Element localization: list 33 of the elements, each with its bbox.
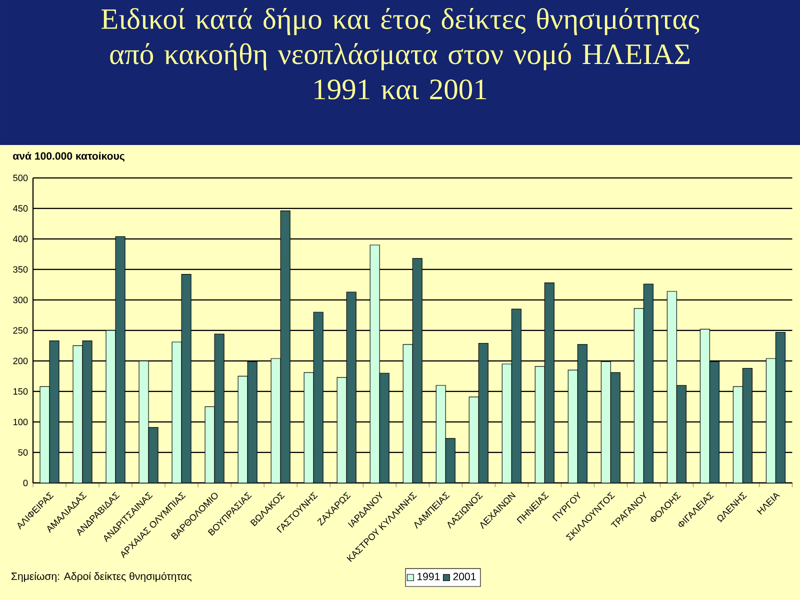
y-tick-label: 400 xyxy=(13,236,28,242)
bar xyxy=(412,258,422,483)
bar xyxy=(676,385,686,483)
bar xyxy=(544,282,554,483)
y-tick-label: 150 xyxy=(14,388,28,395)
y-tick-label: 350 xyxy=(13,266,28,273)
chart-subtitle: 1991 και 2001 xyxy=(314,79,486,100)
y-tick-label: 200 xyxy=(13,358,28,364)
bar xyxy=(346,292,356,483)
bar xyxy=(445,438,456,483)
legend-label: 2001 xyxy=(453,572,476,580)
bar xyxy=(313,312,324,483)
y-tick-label: 50 xyxy=(18,449,28,456)
chart-title: Ειδικοί κατά δήμο και έτος δείκτες θνησιμότητας από κακοήθη νεοπλάσματα στον νομό ΗΛΕΙΑΣ xyxy=(101,8,700,70)
bar xyxy=(742,368,752,483)
y-tick-label: 250 xyxy=(13,327,28,334)
bar xyxy=(478,342,488,483)
bar xyxy=(511,308,522,483)
y-tick-label: 300 xyxy=(13,296,28,304)
bar xyxy=(610,372,620,483)
bar xyxy=(643,284,654,483)
bar xyxy=(709,361,720,483)
y-tick-label: 100 xyxy=(14,418,28,426)
text: Σημείωση: Αδροί δείκτες θνησιμότητας xyxy=(12,572,192,582)
bar xyxy=(577,344,588,483)
bar xyxy=(379,372,390,483)
y-tick-label: 0 xyxy=(23,480,28,486)
bar xyxy=(775,332,786,483)
y-axis-title: ανά 100.000 κατοίκους xyxy=(13,152,124,162)
legend-label: 1991 xyxy=(417,572,440,580)
bar xyxy=(280,210,290,483)
y-tick-label: 450 xyxy=(13,205,28,212)
y-tick-label: 500 xyxy=(13,174,28,182)
